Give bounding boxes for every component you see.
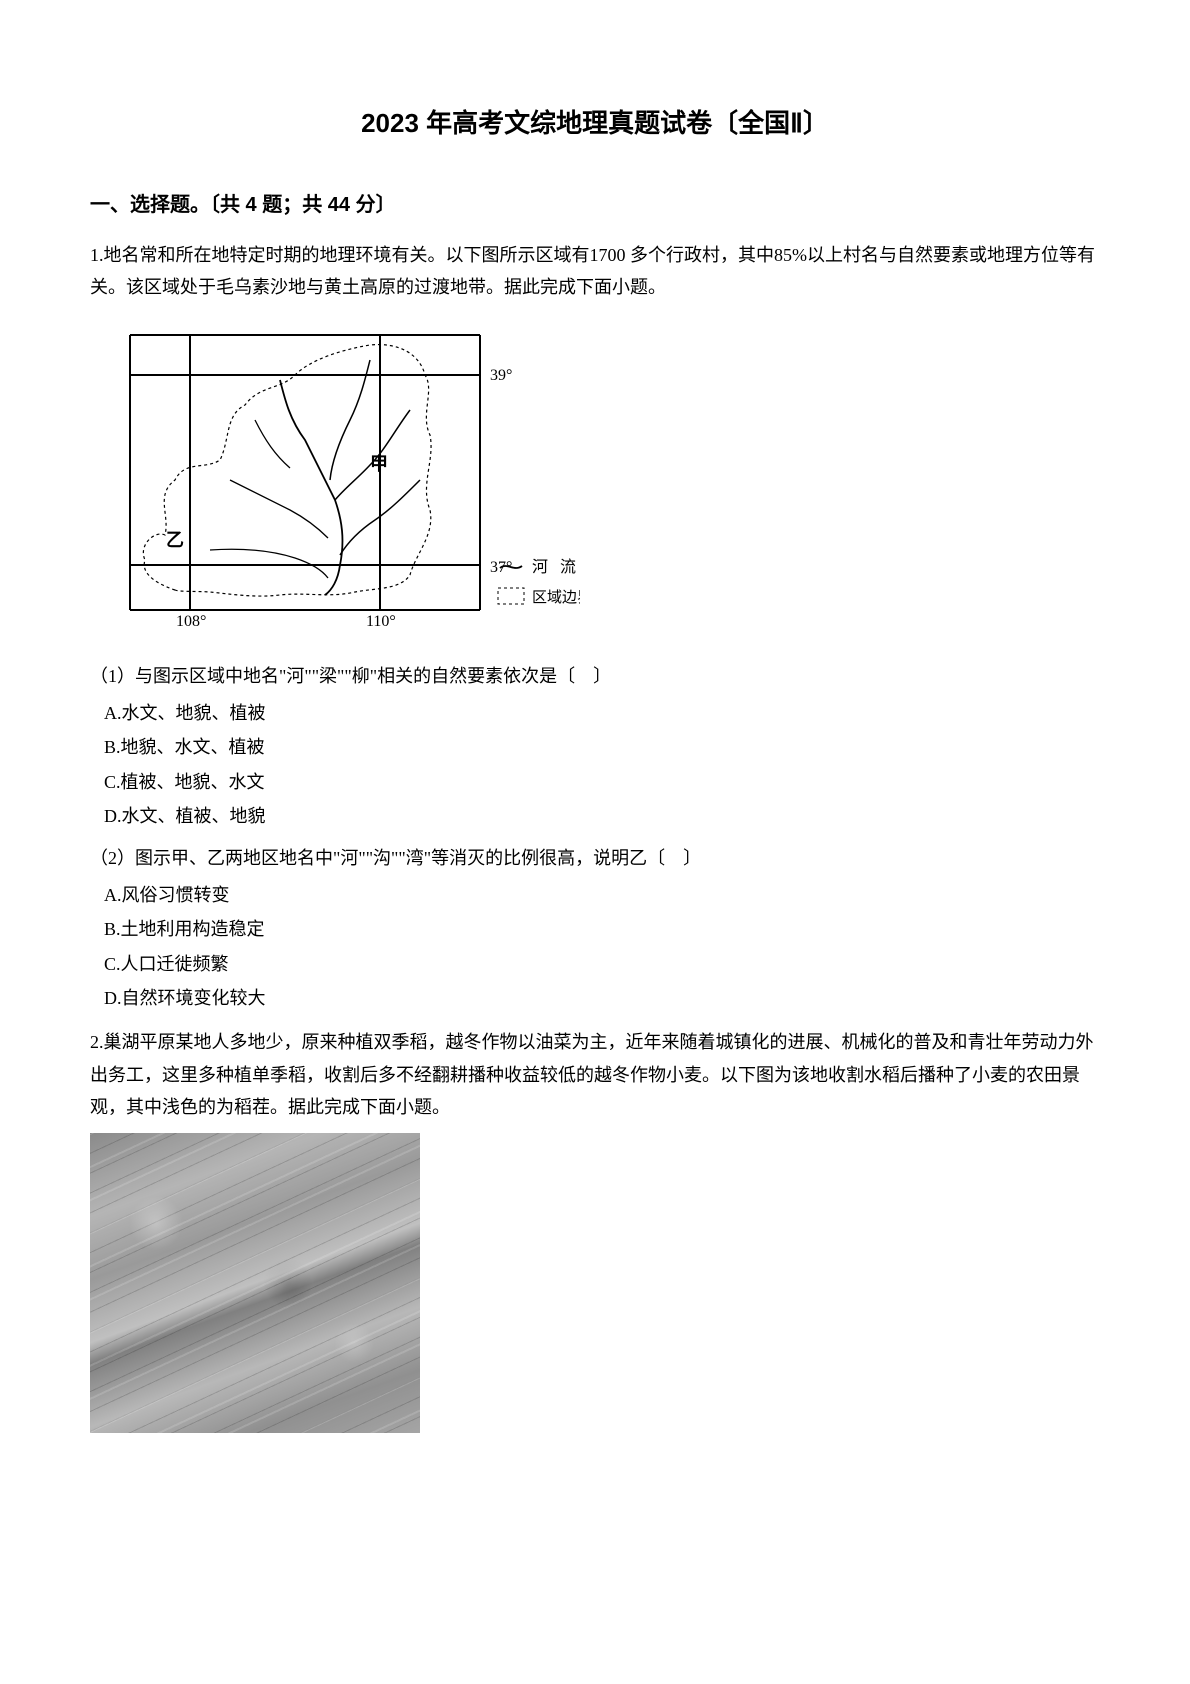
river-branch-1 [330, 360, 370, 480]
section-1-header: 一、选择题。〔共 4 题；共 44 分〕 [90, 187, 1100, 223]
q1-map-figure: 39° 37° 108° 110° 甲 乙 河 流 区域边界 [110, 320, 1100, 641]
label-yi: 乙 [166, 530, 184, 550]
river-branch-6 [210, 549, 328, 578]
river-main [280, 380, 342, 595]
label-jia: 甲 [370, 454, 388, 474]
legend-flow-label: 流 [560, 558, 576, 576]
q1-stem: 1.地名常和所在地特定时期的地理环境有关。以下图所示区域有1700 多个行政村，… [90, 239, 1100, 304]
lon-110: 110° [366, 613, 396, 630]
lon-108: 108° [176, 613, 206, 630]
q1-sub2-C: C.人口迁徙频繁 [104, 948, 1100, 980]
q2-photo [90, 1133, 420, 1433]
legend-river-label: 河 [532, 558, 548, 576]
q1-sub2-D: D.自然环境变化较大 [104, 982, 1100, 1014]
legend-boundary-label: 区域边界 [532, 589, 580, 606]
river-branch-4 [255, 420, 290, 468]
page-title: 2023 年高考文综地理真题试卷〔全国Ⅱ〕 [90, 100, 1100, 147]
q1-sub1-D: D.水文、植被、地貌 [104, 800, 1100, 832]
lat-39: 39° [490, 367, 512, 384]
legend-boundary-symbol [498, 588, 524, 604]
q1-sub1-prompt: （1）与图示区域中地名"河""梁""柳"相关的自然要素依次是〔 〕 [90, 660, 1100, 692]
q1-sub1-A: A.水文、地貌、植被 [104, 697, 1100, 729]
q1-sub1-B: B.地貌、水文、植被 [104, 731, 1100, 763]
q1-sub2-A: A.风俗习惯转变 [104, 879, 1100, 911]
q1-sub1-C: C.植被、地貌、水文 [104, 766, 1100, 798]
map-svg: 39° 37° 108° 110° 甲 乙 河 流 区域边界 [110, 320, 580, 630]
q2-stem: 2.巢湖平原某地人多地少，原来种植双季稻，越冬作物以油菜为主，近年来随着城镇化的… [90, 1026, 1100, 1123]
q1-sub2-prompt: （2）图示甲、乙两地区地名中"河""沟""湾"等消灭的比例很高，说明乙〔 〕 [90, 842, 1100, 874]
q1-sub2-B: B.土地利用构造稳定 [104, 913, 1100, 945]
river-branch-5 [230, 480, 328, 538]
